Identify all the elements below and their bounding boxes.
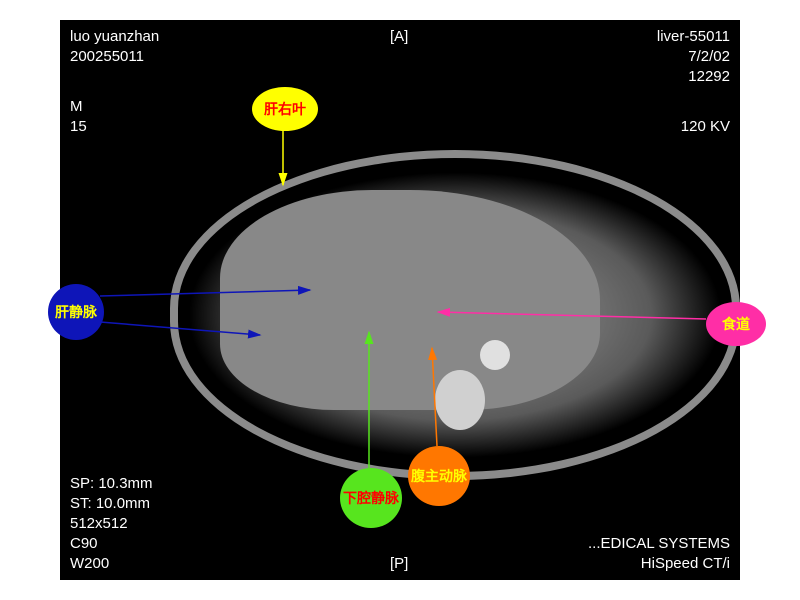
label-esophagus: 食道 [706,302,766,346]
label-hepatic-vein-text: 肝静脉 [55,304,97,320]
label-hepatic-vein: 肝静脉 [48,284,104,340]
model: HiSpeed CT/i [641,555,730,572]
study-name: liver-55011 [657,28,730,45]
kv: 120 KV [681,118,730,135]
label-aorta: 腹主动脉 [408,446,470,506]
st: ST: 10.0mm [70,495,150,512]
ct-cross-section [170,150,740,480]
label-esophagus-text: 食道 [722,316,750,332]
patient-name: luo yuanzhan [70,28,159,45]
date: 7/2/02 [688,48,730,65]
window-w: W200 [70,555,109,572]
top-center-marker: [A] [390,28,408,45]
liver-region [220,190,600,410]
patient-id: 200255011 [70,48,144,65]
label-liver-right-lobe: 肝右叶 [252,87,318,131]
sex: M [70,98,83,115]
bottom-center-marker: [P] [390,555,408,572]
label-aorta-text: 腹主动脉 [411,468,467,484]
aorta-vessel [480,340,510,370]
study-num: 12292 [688,68,730,85]
system: ...EDICAL SYSTEMS [588,535,730,552]
sp: SP: 10.3mm [70,475,153,492]
label-liver-right-lobe-text: 肝右叶 [264,101,306,117]
label-ivc-text: 下腔静脉 [343,490,399,506]
spine [435,370,485,430]
label-ivc: 下腔静脉 [340,468,402,528]
matrix: 512x512 [70,515,128,532]
window-c: C90 [70,535,98,552]
series: 15 [70,118,87,135]
page: luo yuanzhan 200255011 [A] liver-55011 7… [0,0,800,600]
